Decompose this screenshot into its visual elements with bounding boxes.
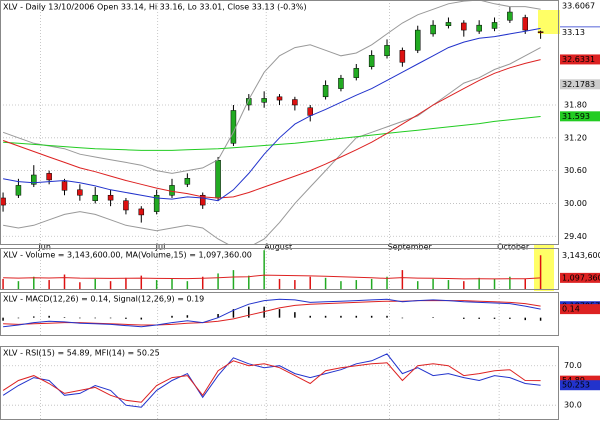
candle-body xyxy=(368,54,375,67)
candle-body xyxy=(461,22,467,31)
value-badge-label: 32.6331 xyxy=(562,55,595,64)
candle-body xyxy=(414,29,421,51)
candle-body xyxy=(169,185,175,196)
series-line xyxy=(3,27,541,202)
value-badge xyxy=(560,1,600,12)
value-badge xyxy=(560,272,600,283)
candle-body xyxy=(307,107,313,116)
x-tick-label: October xyxy=(497,243,530,252)
series-line xyxy=(3,274,541,280)
candle-body xyxy=(384,45,390,57)
candle-body xyxy=(184,178,191,185)
series-line xyxy=(3,116,541,151)
candle-body xyxy=(507,11,513,21)
series-line xyxy=(2,360,541,403)
panel xyxy=(0,346,558,420)
candle-body xyxy=(215,159,221,199)
panel xyxy=(0,0,558,245)
series-line xyxy=(3,298,541,328)
y-tick-label: 29.40 xyxy=(564,232,587,241)
y-tick-label: 31.80 xyxy=(564,101,587,110)
value-badge-label: 31.593 xyxy=(562,112,590,121)
series-line xyxy=(2,353,541,408)
x-tick-label: August xyxy=(264,243,292,252)
x-tick-label: September xyxy=(388,243,433,252)
candle-body xyxy=(430,24,436,35)
panel-title: XLV - Volume = 3,143,600.00, MA(Volume,1… xyxy=(3,251,252,260)
series-line xyxy=(3,47,541,245)
candle-body xyxy=(537,31,544,33)
highlight xyxy=(534,245,554,291)
value-badge xyxy=(560,27,600,38)
candle-body xyxy=(338,77,344,89)
candle-body xyxy=(199,194,206,206)
candle-body xyxy=(276,96,283,101)
y-tick-label: 31.20 xyxy=(564,133,587,142)
candle-body xyxy=(476,24,482,32)
candle-body xyxy=(399,50,406,63)
y-tick-label: 30.0 xyxy=(564,401,582,410)
value-badge-label: 1,097,360 xyxy=(562,273,600,282)
y-tick-label: 30.00 xyxy=(564,199,587,208)
candle-body xyxy=(292,99,298,106)
candle-body xyxy=(31,174,37,185)
value-badge-label: 33.6067 xyxy=(562,2,595,11)
value-badge-label: 50.253 xyxy=(562,381,590,390)
value-badge xyxy=(560,54,600,65)
value-badge-label: 3,143,600 xyxy=(562,251,600,260)
panel-title: XLV - Daily 13/10/2006 Open 33.14, Hi 33… xyxy=(3,3,307,12)
series-line xyxy=(2,0,541,174)
candle-body xyxy=(491,22,498,29)
candle-body xyxy=(522,17,528,31)
value-badge xyxy=(560,250,600,261)
candle-body xyxy=(261,98,267,103)
value-badge-label: 33.13 xyxy=(562,28,585,37)
candle-body xyxy=(0,197,6,206)
x-tick-label: Jul xyxy=(155,243,166,252)
candle-body xyxy=(61,181,68,191)
candle-body xyxy=(92,194,98,201)
candle-body xyxy=(322,85,329,98)
series-line xyxy=(2,59,541,199)
x-tick-label: Jun xyxy=(37,243,51,252)
value-badge xyxy=(560,380,600,391)
candle-body xyxy=(138,208,145,216)
panel-frame xyxy=(0,248,559,290)
highlight xyxy=(538,10,560,34)
panel xyxy=(2,292,542,336)
value-badge-label: 0.14 xyxy=(562,305,580,314)
panel-frame xyxy=(0,0,559,245)
panel xyxy=(2,248,542,290)
candle-body xyxy=(123,200,129,211)
value-badge-label: 32.1783 xyxy=(562,80,595,89)
value-badge xyxy=(560,79,600,90)
panel-frame xyxy=(0,292,559,336)
y-tick-label: 30.60 xyxy=(564,166,587,175)
panel-frame xyxy=(0,346,559,420)
panel-title: XLV - RSI(15) = 54.89, MFI(14) = 50.25 xyxy=(3,349,160,358)
candle-body xyxy=(107,194,114,201)
panel-title: XLV - MACD(12,26) = 0.14, Signal(12,26,9… xyxy=(3,295,204,304)
y-tick-label: 70.0 xyxy=(564,361,582,370)
candle-body xyxy=(77,189,83,196)
candle-body xyxy=(46,173,52,181)
candle-body xyxy=(445,22,452,26)
candle-body xyxy=(153,194,160,212)
value-badge xyxy=(560,111,600,122)
candle-body xyxy=(230,110,237,144)
value-badge xyxy=(560,304,600,315)
candle-body xyxy=(15,185,22,196)
candle-body xyxy=(353,68,360,78)
candle-body xyxy=(246,98,252,106)
